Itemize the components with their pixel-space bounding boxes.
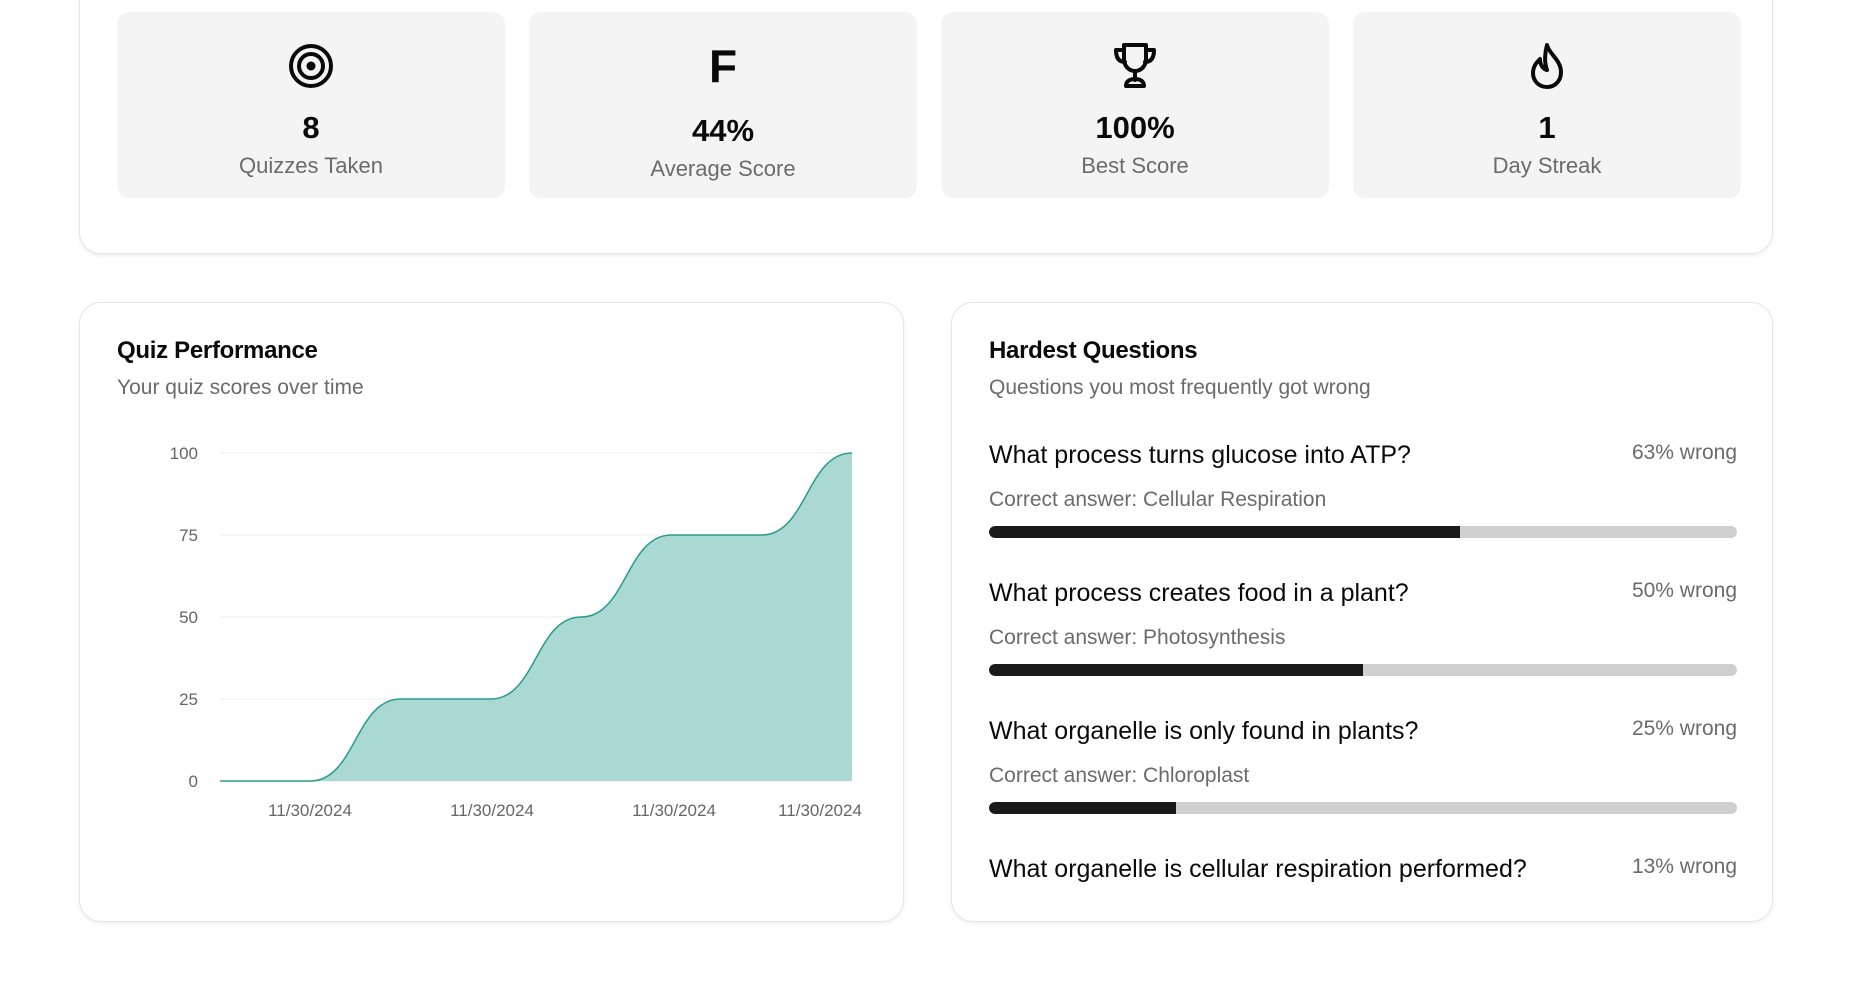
- correct-answer: Correct answer: Chloroplast: [989, 764, 1250, 787]
- correct-answer: Correct answer: Photosynthesis: [989, 626, 1286, 649]
- panel-subtitle: Your quiz scores over time: [117, 376, 364, 399]
- stat-label: Best Score: [1081, 153, 1189, 178]
- wrong-percentage: 25% wrong: [1631, 717, 1737, 740]
- question-text: What organelle is cellular respiration p…: [989, 855, 1527, 883]
- wrong-percentage: 13% wrong: [1631, 855, 1737, 878]
- x-tick-label: 11/30/2024: [778, 801, 862, 820]
- stat-label: Day Streak: [1492, 153, 1602, 178]
- wrong-percentage: 50% wrong: [1631, 579, 1737, 602]
- wrong-rate-bar: [989, 664, 1737, 676]
- stat-day-streak: 1 Day Streak: [1353, 12, 1741, 198]
- hardest-questions-panel: Hardest Questions Questions you most fre…: [951, 302, 1773, 922]
- wrong-rate-bar: [989, 802, 1737, 814]
- panel-title: Quiz Performance: [117, 337, 318, 364]
- y-tick-label: 0: [189, 772, 198, 791]
- x-tick-label: 11/30/2024: [450, 801, 534, 820]
- x-tick-label: 11/30/2024: [268, 801, 352, 820]
- question-item: What organelle is only found in plants? …: [989, 717, 1737, 847]
- correct-answer: Correct answer: Cellular Respiration: [989, 488, 1327, 511]
- wrong-percentage: 63% wrong: [1631, 441, 1737, 464]
- trophy-icon: [941, 37, 1329, 95]
- question-item: What organelle is cellular respiration p…: [989, 855, 1737, 985]
- wrong-rate-fill: [989, 802, 1176, 814]
- y-tick-label: 50: [179, 608, 198, 627]
- stat-label: Average Score: [650, 156, 796, 181]
- stat-value: 8: [302, 110, 320, 145]
- stat-average-score: F 44% Average Score: [529, 12, 917, 198]
- quiz-performance-panel: Quiz Performance Your quiz scores over t…: [79, 302, 904, 922]
- stat-value: 44%: [691, 113, 755, 148]
- question-text: What organelle is only found in plants?: [989, 717, 1419, 745]
- panel-subtitle: Questions you most frequently got wrong: [989, 376, 1371, 399]
- performance-chart: 0 25 50 75 100 11/30/2024 11/30/2024 11/30/202…: [170, 444, 862, 820]
- stat-value: 100%: [1095, 110, 1175, 145]
- wrong-rate-fill: [989, 526, 1461, 538]
- question-item: What process creates food in a plant? 50…: [989, 579, 1737, 709]
- question-item: What process turns glucose into ATP? 63%…: [989, 441, 1737, 571]
- target-icon: [117, 37, 505, 95]
- y-tick-label: 100: [170, 444, 198, 463]
- stat-label: Quizzes Taken: [239, 153, 383, 178]
- wrong-rate-fill: [989, 664, 1363, 676]
- stat-best-score: 100% Best Score: [941, 12, 1329, 198]
- question-text: What process creates food in a plant?: [989, 579, 1409, 607]
- y-tick-label: 75: [179, 526, 198, 545]
- y-tick-label: 25: [179, 690, 198, 709]
- score-line: [220, 452, 853, 782]
- stat-quizzes-taken: 8 Quizzes Taken: [117, 12, 505, 198]
- stats-summary-card: 8 Quizzes Taken F 44% Average Score 100%…: [79, 0, 1773, 254]
- panel-title: Hardest Questions: [989, 337, 1198, 364]
- question-text: What process turns glucose into ATP?: [989, 441, 1411, 469]
- grade-letter: F: [708, 40, 738, 92]
- wrong-rate-bar: [989, 526, 1737, 538]
- stat-value: 1: [1538, 110, 1556, 145]
- x-tick-label: 11/30/2024: [632, 801, 716, 820]
- flame-icon: [1353, 37, 1741, 95]
